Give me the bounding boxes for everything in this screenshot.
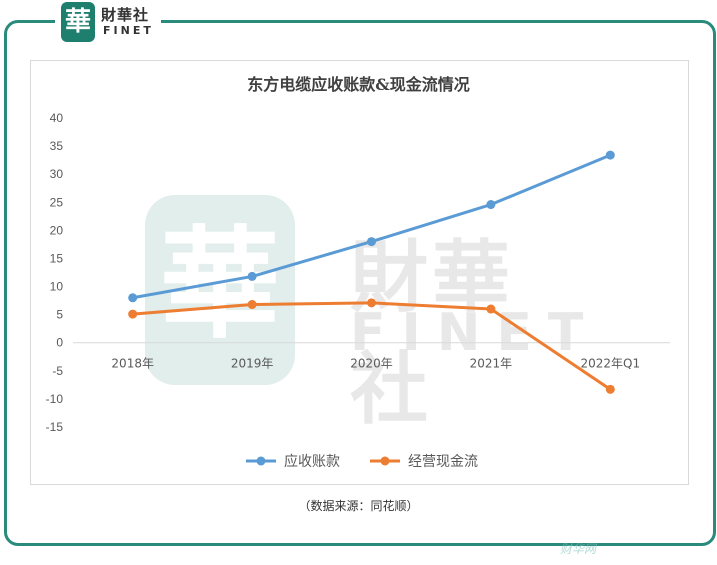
finet-logo-english: FINET: [103, 24, 154, 37]
data-point: [605, 384, 615, 394]
finet-logo-badge: 華: [61, 2, 95, 42]
data-point: [486, 200, 496, 210]
y-tick-label: 10: [50, 280, 64, 294]
legend-label: 经营现金流: [408, 454, 478, 470]
data-point: [128, 309, 138, 319]
chart-title: 东方电缆应收账款&现金流情况: [247, 75, 470, 94]
chart-area: [30, 60, 689, 485]
finet-logo: 華 財華社 FINET: [55, 0, 161, 44]
y-tick-label: -15: [46, 420, 64, 434]
data-point: [128, 293, 138, 303]
watermark-english: FINET: [350, 303, 600, 363]
y-tick-label: 0: [56, 336, 63, 350]
y-tick-label: -5: [52, 364, 63, 378]
y-tick-label: 25: [50, 195, 64, 209]
data-point: [247, 300, 257, 310]
x-tick-label: 2021年: [470, 357, 513, 371]
watermark-chinese: 財華社: [350, 233, 515, 435]
data-point: [367, 237, 376, 247]
finet-logo-chinese: 財華社: [101, 6, 150, 24]
data-source-note: （数据来源：同花顺）: [298, 499, 419, 513]
x-tick-label: 2019年: [231, 357, 274, 371]
data-point: [605, 150, 615, 160]
y-tick-label: -10: [46, 392, 64, 406]
series-line-2: [132, 301, 612, 391]
y-tick-label: 20: [50, 223, 64, 237]
data-point: [486, 304, 496, 314]
legend-swatch-marker: [380, 456, 390, 466]
x-tick-label: 2020年: [350, 357, 393, 371]
series-line-1: [132, 153, 611, 300]
y-tick-label: 35: [50, 139, 64, 153]
y-tick-label: 15: [50, 251, 64, 265]
corner-watermark: 财华网: [560, 542, 597, 556]
x-tick-label: 2022年Q1: [580, 357, 640, 371]
data-point: [247, 271, 257, 281]
y-tick-label: 5: [56, 308, 63, 322]
x-tick-label: 2018年: [111, 357, 154, 371]
legend-swatch-marker: [256, 456, 266, 466]
y-tick-label: 40: [50, 111, 64, 125]
data-point: [367, 298, 376, 308]
legend-label: 应收账款: [284, 453, 340, 470]
y-tick-label: 30: [50, 167, 64, 181]
